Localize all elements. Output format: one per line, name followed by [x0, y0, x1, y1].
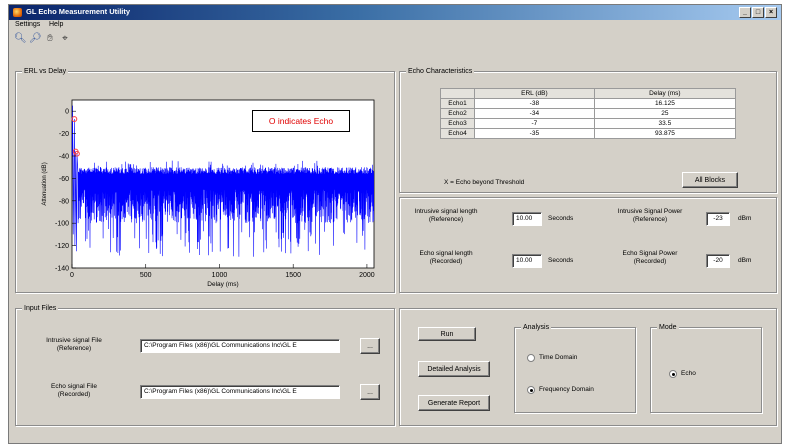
- input-files-label: Input Files: [22, 304, 59, 313]
- echo-power-field[interactable]: -20: [706, 254, 730, 268]
- cell-delay: 25: [593, 108, 737, 119]
- generate-report-button[interactable]: Generate Report: [418, 395, 490, 411]
- echo-browse-button[interactable]: ...: [360, 384, 380, 400]
- table-row[interactable]: Echo2 -34 25: [440, 108, 737, 119]
- all-blocks-button[interactable]: All Blocks: [682, 172, 738, 188]
- echo-mode-label[interactable]: Echo: [681, 370, 696, 377]
- menu-settings[interactable]: Settings: [15, 21, 41, 28]
- menu-help[interactable]: Help: [49, 21, 64, 28]
- minimize-button[interactable]: _: [739, 7, 751, 18]
- zoom-out-icon[interactable]: 🔎︎: [29, 33, 42, 44]
- echo-length-field[interactable]: 10.00: [512, 254, 542, 268]
- y-tick-label: -100: [55, 221, 69, 228]
- intrusive-power-unit: dBm: [738, 215, 752, 222]
- x-tick-label: 1500: [285, 272, 301, 279]
- echo-file-label: Echo signal File (Recorded): [51, 383, 97, 398]
- input-files-panel: Input Files Intrusive signal File (Refer…: [15, 304, 395, 426]
- x-tick-label: 2000: [359, 272, 375, 279]
- cell-erl: -7: [474, 118, 595, 129]
- echo-mode-radio[interactable]: [669, 370, 677, 378]
- title-bar[interactable]: GL Echo Measurement Utility _ □ ×: [9, 5, 781, 20]
- analysis-group: Analysis Time Domain Frequency Domain: [514, 323, 636, 413]
- series-attenuation-line: [71, 105, 375, 257]
- menu-bar: Settings Help: [9, 20, 781, 32]
- col-delay: Delay (ms): [593, 88, 737, 99]
- erl-delay-panel: ERL vs Delay 0 -20 -40 -60 -80 -100 -120 -140 0…: [15, 67, 396, 294]
- time-domain-label[interactable]: Time Domain: [539, 354, 578, 361]
- cell-erl: -34: [474, 108, 595, 119]
- row-header: Echo1: [440, 98, 475, 109]
- intrusive-power-label: Intrusive Signal Power (Reference): [617, 208, 683, 223]
- detailed-analysis-button[interactable]: Detailed Analysis: [418, 361, 490, 377]
- toolbar: 🔍︎ 🔎︎ ✋︎ ⌖: [9, 32, 781, 48]
- echo-characteristics-panel: Echo Characteristics ERL (dB) Delay (ms)…: [399, 67, 777, 193]
- intrusive-browse-button[interactable]: ...: [360, 338, 380, 354]
- analysis-label: Analysis: [521, 323, 552, 332]
- intrusive-file-label: Intrusive signal File (Reference): [46, 337, 102, 352]
- frequency-domain-radio[interactable]: [527, 386, 535, 394]
- row-header: Echo4: [440, 128, 475, 139]
- intrusive-file-path-input[interactable]: C:\Program Files (x86)\GL Communications…: [140, 339, 340, 353]
- table-row[interactable]: Echo1 -38 16.125: [440, 98, 737, 109]
- cell-delay: 93.875: [593, 128, 737, 139]
- cell-erl: -38: [474, 98, 595, 109]
- intrusive-power-field[interactable]: -23: [706, 212, 730, 226]
- echo-marker-1: [71, 116, 78, 122]
- echo-marker-3: [74, 150, 80, 157]
- run-button[interactable]: Run: [418, 327, 476, 341]
- y-tick-label: -80: [59, 198, 69, 205]
- cell-erl: -35: [474, 128, 595, 139]
- data-cursor-icon[interactable]: ⌖: [62, 33, 68, 44]
- echo-table-corner: [440, 88, 475, 99]
- signal-info-panel: Intrusive signal length (Reference) 10.0…: [399, 197, 777, 293]
- row-header: Echo2: [440, 108, 475, 119]
- x-axis-label: Delay (ms): [207, 281, 238, 288]
- cell-delay: 33.5: [593, 118, 737, 129]
- cell-delay: 16.125: [593, 98, 737, 109]
- row-header: Echo3: [440, 118, 475, 129]
- y-tick-label: -120: [55, 243, 69, 250]
- echo-power-unit: dBm: [738, 257, 752, 264]
- echo-file-path-input[interactable]: C:\Program Files (x86)\GL Communications…: [140, 385, 340, 399]
- zoom-in-icon[interactable]: 🔍︎: [14, 33, 27, 44]
- pan-hand-icon[interactable]: ✋︎: [47, 33, 53, 44]
- echo-length-unit: Seconds: [548, 257, 574, 264]
- app-logo-icon: [13, 8, 22, 17]
- table-row[interactable]: Echo3 -7 33.5: [440, 118, 737, 129]
- erl-delay-panel-label: ERL vs Delay: [22, 67, 69, 76]
- window-title: GL Echo Measurement Utility: [26, 7, 131, 16]
- mode-group: Mode Echo: [650, 323, 762, 413]
- y-tick-label: -140: [55, 266, 69, 273]
- echo-table: ERL (dB) Delay (ms) Echo1 -38 16.125 Ech…: [440, 88, 737, 139]
- controls-panel: Run Detailed Analysis Generate Report An…: [399, 308, 777, 426]
- x-tick-label: 1000: [212, 272, 228, 279]
- echo-power-label: Echo Signal Power (Recorded): [622, 250, 678, 265]
- intrusive-length-label: Intrusive signal length (Reference): [414, 208, 478, 223]
- echo-legend: O indicates Echo: [252, 110, 350, 132]
- intrusive-length-field[interactable]: 10.00: [512, 212, 542, 226]
- echo-characteristics-label: Echo Characteristics: [406, 67, 475, 76]
- y-tick-label: -60: [59, 176, 69, 183]
- y-tick-label: -40: [59, 154, 69, 161]
- x-tick-label: 500: [140, 272, 152, 279]
- frequency-domain-label[interactable]: Frequency Domain: [539, 386, 594, 393]
- x-tick-label: 0: [70, 272, 74, 279]
- table-row[interactable]: Echo4 -35 93.875: [440, 128, 737, 139]
- col-erl: ERL (dB): [474, 88, 595, 99]
- erl-delay-chart[interactable]: 0 -20 -40 -60 -80 -100 -120 -140 0 500 1000 1500 20…: [16, 72, 396, 294]
- app-window: GL Echo Measurement Utility _ □ × Settin…: [8, 4, 782, 444]
- threshold-note: X = Echo beyond Threshold: [444, 179, 525, 186]
- y-tick-label: 0: [65, 109, 69, 116]
- mode-label: Mode: [657, 323, 679, 332]
- echo-length-label: Echo signal length (Recorded): [419, 250, 473, 265]
- close-button[interactable]: ×: [765, 7, 777, 18]
- maximize-button[interactable]: □: [752, 7, 764, 18]
- time-domain-radio[interactable]: [527, 354, 535, 362]
- y-axis-label: Attenuation (dB): [42, 162, 48, 205]
- y-tick-label: -20: [59, 131, 69, 138]
- intrusive-length-unit: Seconds: [548, 215, 574, 222]
